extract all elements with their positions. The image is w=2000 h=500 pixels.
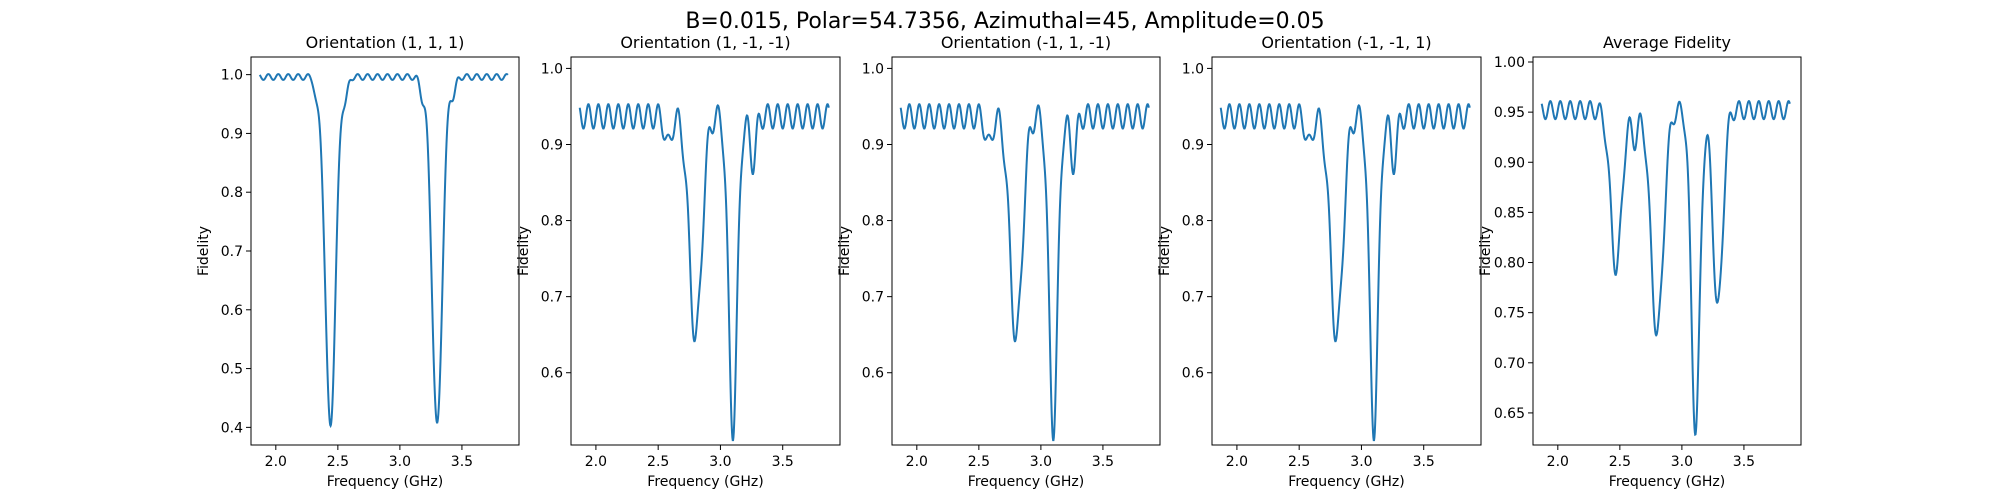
x-axis-label: Frequency (GHz): [1609, 474, 1725, 490]
y-tick-label: 0.5: [221, 362, 243, 378]
y-tick-label: 0.9: [1182, 137, 1204, 153]
y-tick-label: 0.8: [862, 214, 884, 230]
x-tick-label: 3.5: [772, 454, 794, 470]
y-axis-label: Fidelity: [837, 226, 853, 276]
y-tick-label: 1.0: [1182, 61, 1204, 77]
x-axis-label: Frequency (GHz): [968, 474, 1084, 490]
subplots: 2.0 2.5 3.0 3.5 0.4 0.5 0.6 0.7 0.8 0.9 1.0 Orienta…: [196, 33, 1802, 490]
x-tick-label: 2.5: [327, 454, 349, 470]
y-tick-label: 0.7: [221, 244, 243, 260]
series-line-1-1: [258, 73, 509, 429]
y-tick-label: 0.7: [862, 290, 884, 306]
x-tick-label: 3.0: [709, 454, 731, 470]
y-tick-label: 0.6: [862, 366, 884, 382]
series-line-5-1: [1540, 100, 1791, 437]
subplot-1: 2.0 2.5 3.0 3.5 0.4 0.5 0.6 0.7 0.8 0.9 1.0 Orienta…: [196, 33, 520, 490]
y-tick-label: 0.65: [1494, 406, 1525, 422]
x-tick-label: 3.5: [1092, 454, 1114, 470]
x-tick-label: 3.5: [1733, 454, 1755, 470]
subplot-title: Orientation (-1, -1, 1): [1261, 33, 1431, 52]
y-tick-label: 0.95: [1494, 105, 1525, 121]
y-tick-label: 1.00: [1494, 55, 1525, 71]
y-tick-label: 0.85: [1494, 205, 1525, 221]
y-tick-label: 1.0: [541, 61, 563, 77]
y-tick-label: 0.4: [221, 420, 243, 436]
x-tick-label: 2.5: [1288, 454, 1310, 470]
x-axis-label: Frequency (GHz): [1288, 474, 1404, 490]
y-tick-label: 0.6: [541, 366, 563, 382]
y-tick-label: 0.6: [1182, 366, 1204, 382]
y-tick-label: 0.9: [221, 126, 243, 142]
y-axis-label: Fidelity: [1478, 226, 1494, 276]
subplot-4: 2.0 2.5 3.0 3.5 0.6 0.7 0.8 0.9 1.0 Orientation (…: [1157, 33, 1482, 490]
x-tick-label: 2.5: [647, 454, 669, 470]
x-tick-label: 2.0: [1547, 454, 1569, 470]
figure-suptitle: B=0.015, Polar=54.7356, Azimuthal=45, Am…: [685, 9, 1324, 34]
x-tick-label: 2.0: [585, 454, 607, 470]
series-line-2-1: [578, 103, 830, 442]
x-tick-label: 3.0: [1030, 454, 1052, 470]
y-tick-label: 1.0: [862, 61, 884, 77]
x-tick-label: 2.5: [968, 454, 990, 470]
axes-frame: [1532, 56, 1802, 446]
x-tick-label: 3.5: [451, 454, 473, 470]
x-tick-label: 2.5: [1609, 454, 1631, 470]
subplot-title: Average Fidelity: [1603, 33, 1731, 52]
x-axis-label: Frequency (GHz): [647, 474, 763, 490]
subplot-2: 2.0 2.5 3.0 3.5 0.6 0.7 0.8 0.9 1.0 Orientation (…: [516, 33, 841, 490]
subplot-5: 2.0 2.5 3.0 3.5 0.65 0.70 0.75 0.80 0.85 0.90 0.95…: [1478, 33, 1802, 490]
x-tick-label: 3.0: [1350, 454, 1372, 470]
axes-frame: [1211, 56, 1482, 446]
subplot-3: 2.0 2.5 3.0 3.5 0.6 0.7 0.8 0.9 1.0 Orientation (…: [837, 33, 1161, 490]
y-tick-label: 0.70: [1494, 356, 1525, 372]
x-axis-label: Frequency (GHz): [327, 474, 443, 490]
y-axis-label: Fidelity: [196, 226, 212, 276]
y-tick-label: 0.6: [221, 303, 243, 319]
y-axis-label: Fidelity: [516, 226, 532, 276]
subplot-title: Orientation (-1, 1, -1): [941, 33, 1111, 52]
y-tick-label: 0.75: [1494, 306, 1525, 322]
x-tick-label: 2.0: [1226, 454, 1248, 470]
y-tick-label: 0.8: [541, 214, 563, 230]
y-tick-label: 0.7: [541, 290, 563, 306]
series-line-4-1: [1219, 103, 1471, 442]
series-line-3-1: [899, 103, 1150, 442]
subplot-title: Orientation (1, 1, 1): [306, 33, 465, 52]
y-tick-label: 0.90: [1494, 155, 1525, 171]
x-tick-label: 3.0: [389, 454, 411, 470]
y-tick-label: 0.7: [1182, 290, 1204, 306]
y-tick-label: 0.8: [221, 185, 243, 201]
y-tick-label: 0.8: [1182, 214, 1204, 230]
axes-frame: [891, 56, 1161, 446]
x-tick-label: 3.0: [1671, 454, 1693, 470]
subplot-title: Orientation (1, -1, -1): [620, 33, 790, 52]
axes-frame: [570, 56, 841, 446]
y-tick-label: 0.9: [541, 137, 563, 153]
y-axis-label: Fidelity: [1157, 226, 1173, 276]
y-tick-label: 0.9: [862, 137, 884, 153]
y-tick-label: 1.0: [221, 68, 243, 84]
x-tick-label: 2.0: [906, 454, 928, 470]
x-tick-label: 2.0: [265, 454, 287, 470]
y-tick-label: 0.80: [1494, 256, 1525, 272]
x-tick-label: 3.5: [1413, 454, 1435, 470]
